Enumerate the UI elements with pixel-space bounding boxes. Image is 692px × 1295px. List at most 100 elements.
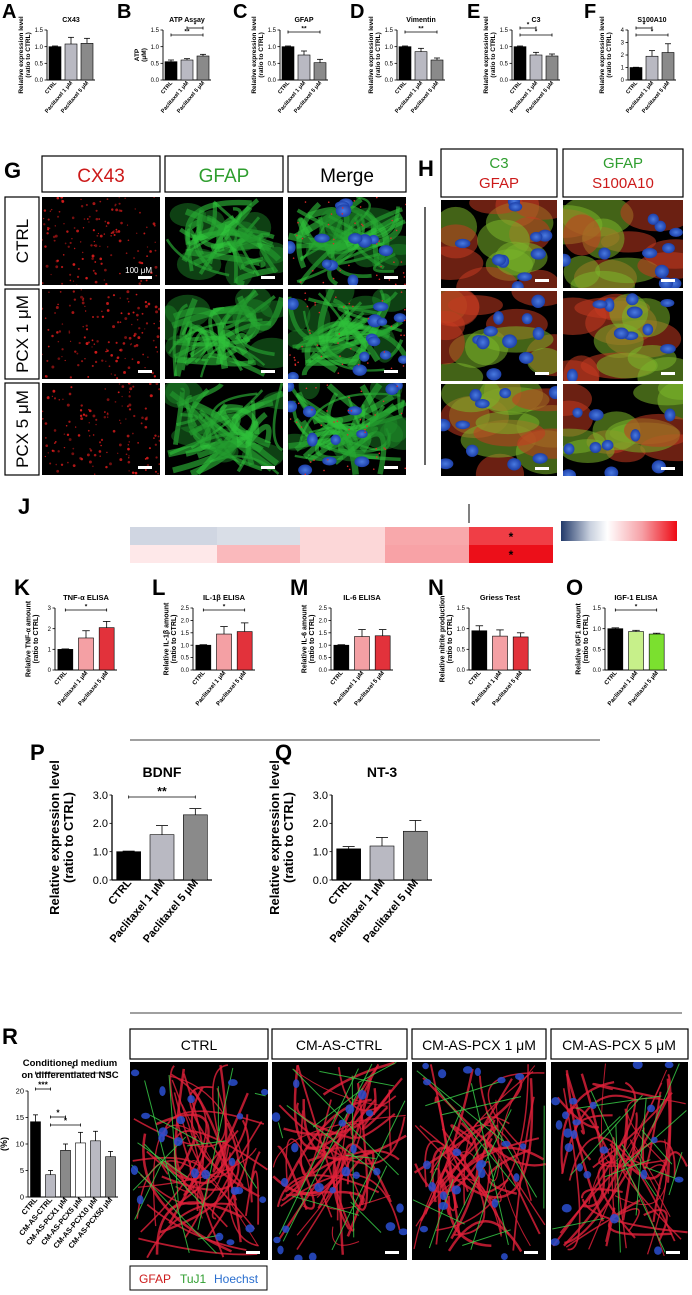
micrograph-g-2-0-bg <box>42 383 160 475</box>
y-tick-label-l-5: 2.5 <box>181 606 190 612</box>
y-tick-label-k-2: 2 <box>48 627 52 633</box>
micrograph-r-1 <box>272 1062 407 1260</box>
y-axis-label-o-1: (ratio to CTRL) <box>583 615 590 664</box>
panel-label-b: B <box>117 1 131 23</box>
chart-title-c: GFAP <box>294 17 313 24</box>
chart-gfap: GFAP Relative expression level (ratio to C… <box>251 16 328 115</box>
y-axis-label-c-1: (ratio to CTRL) <box>258 32 265 78</box>
y-tick-label-r-1: 5 <box>20 1166 24 1175</box>
bar-m-1 <box>354 636 370 671</box>
header-box-h <box>440 148 558 198</box>
bar-o-0 <box>607 628 624 671</box>
y-tick-label-e-0: 0.0 <box>500 78 509 84</box>
y-tick-label-n-3: 1.5 <box>457 606 466 612</box>
header-r-cmctrl: CM-AS-CTRL <box>296 1037 383 1053</box>
chart-title-b: ATP Assay <box>169 17 205 24</box>
micrograph-r-1-scale-bar <box>385 1251 399 1254</box>
y-tick-label-c-0: 0.0 <box>268 78 277 84</box>
y-axis-label-e-1: (ratio to CTRL) <box>490 32 497 78</box>
panel-label-a: A <box>2 1 16 23</box>
y-tick-label-l-3: 1.5 <box>181 631 190 637</box>
legend-hoechst: Hoechst <box>214 1272 259 1286</box>
heatmap-cells: ** <box>130 527 553 563</box>
bar-r-3 <box>75 1142 86 1198</box>
panel-label-q: Q <box>275 740 292 765</box>
chart-title-m: IL-6 ELISA <box>343 593 381 602</box>
chart-bdnf: BDNF Relative expression level (ratio to C… <box>47 760 212 945</box>
y-axis-label-b-0: ATP <box>134 48 141 61</box>
y-tick-label-n-2: 1.0 <box>457 627 466 633</box>
bar-l-2 <box>236 631 253 671</box>
y-axis-label-e-0: Relative expression level <box>483 16 490 94</box>
row-label-pcx5: PCX 5 μM <box>13 390 32 468</box>
y-axis-label-q-1: (ratio to CTRL) <box>281 792 296 883</box>
sig-label-f-0: * <box>651 29 654 36</box>
y-tick-label-n-0: 0.0 <box>457 668 466 674</box>
bar-f-2 <box>661 52 675 81</box>
y-tick-label-r-2: 10 <box>16 1140 24 1149</box>
micrograph-g-0-2 <box>288 197 406 285</box>
x-tick-label-o-0: CTRL <box>604 670 619 686</box>
y-tick-label-d-1: 0.5 <box>385 61 394 67</box>
header-box-cx43 <box>41 155 161 193</box>
chart-nt3: NT-3 Relative expression level (ratio to C… <box>267 760 432 945</box>
sig-label-b-1: * <box>194 22 197 29</box>
x-tick-label-f-0: CTRL <box>625 80 639 96</box>
bar-o-1 <box>628 631 644 671</box>
y-tick-label-f-1: 1 <box>621 66 625 72</box>
y-tick-label-m-1: 0.5 <box>319 656 328 662</box>
y-axis-label-b-1: (μM) <box>141 48 148 62</box>
chart-title-r-line1: Conditioned medium <box>23 1058 117 1069</box>
y-tick-label-q-0: 0.0 <box>313 875 328 887</box>
micrograph-hi-0-0 <box>441 200 557 288</box>
micrograph-g-1-0 <box>42 289 160 379</box>
y-tick-label-c-2: 1.0 <box>268 45 277 51</box>
micrograph-hi-0-2-content <box>441 384 557 476</box>
chart-title-q: NT-3 <box>367 764 398 780</box>
bar-m-0 <box>333 644 350 671</box>
y-tick-label-a-2: 1.0 <box>35 45 44 51</box>
y-axis-label-n-0: Relative nitrite production <box>440 596 447 683</box>
y-tick-label-n-1: 0.5 <box>457 647 466 653</box>
y-axis-label-d-1: (ratio to CTRL) <box>375 32 382 78</box>
bar-o-2 <box>648 633 665 671</box>
panel-hi-micrographs: C3 GFAP GFAP S100A10 <box>440 148 684 476</box>
y-tick-label-f-4: 4 <box>621 28 625 34</box>
bar-a-1 <box>64 43 78 81</box>
heatmap-legend-bar <box>561 521 677 541</box>
y-tick-label-b-1: 0.5 <box>151 61 160 67</box>
sig-label-r-1: * <box>56 1109 60 1118</box>
y-tick-label-e-1: 0.5 <box>500 61 509 67</box>
sig-label-r-0: *** <box>38 1081 48 1090</box>
sig-label-l-0: * <box>223 604 226 611</box>
micrograph-g-1-2 <box>288 289 406 379</box>
legend-box-r <box>129 1265 268 1291</box>
micrograph-g-0-1-scale-bar <box>261 276 275 279</box>
bar-m-2 <box>374 635 391 671</box>
y-tick-label-d-0: 0.0 <box>385 78 394 84</box>
y-axis-label-l-0: Relative IL-1β amount <box>164 602 171 675</box>
bar-k-1 <box>78 637 94 671</box>
y-tick-label-r-3: 15 <box>16 1113 24 1122</box>
micrograph-r-3-scale-bar <box>666 1251 680 1254</box>
header-merge: Merge <box>320 166 374 187</box>
bar-d-0 <box>398 46 412 81</box>
bar-r-0 <box>30 1121 41 1198</box>
y-axis-label-a-1: (ratio to CTRL) <box>25 32 32 78</box>
header-box-gfap <box>164 155 284 193</box>
micrograph-g-2-1 <box>165 383 283 475</box>
micrograph-g-2-1-scale-bar <box>261 466 275 469</box>
bar-l-1 <box>216 633 232 671</box>
micrograph-r-3-content <box>551 1062 688 1260</box>
header-i-gfap: GFAP <box>603 155 643 172</box>
chart-igf1-elisa: IGF-1 ELISA Relative IGF1 amount (ratio to… <box>576 593 667 707</box>
y-tick-label-o-1: 0.5 <box>593 647 602 653</box>
y-tick-label-r-0: 0 <box>20 1193 24 1202</box>
micrograph-hi-0-1-scale-bar <box>535 372 549 375</box>
panel-label-e: E <box>467 1 480 23</box>
micrograph-hi-1-0-scale-bar <box>661 279 675 282</box>
panel-label-n: N <box>428 575 444 600</box>
heatmap-cell-0-3 <box>385 527 469 545</box>
heatmap-star-0-4: * <box>509 530 514 544</box>
bar-b-0 <box>164 61 178 81</box>
